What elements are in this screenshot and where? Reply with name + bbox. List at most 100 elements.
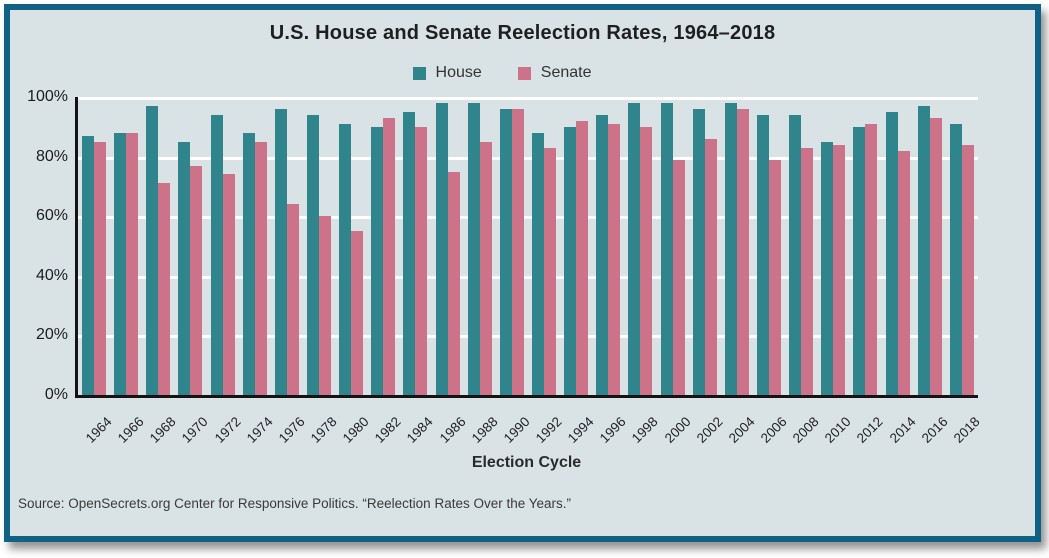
bar-group-1998 bbox=[624, 97, 656, 395]
x-tick-label-2006: 2006 bbox=[757, 414, 790, 446]
x-tick-label-2016: 2016 bbox=[918, 414, 951, 446]
bar-house-1996 bbox=[596, 114, 609, 395]
bar-group-1970 bbox=[174, 97, 206, 395]
bar-senate-1998 bbox=[640, 126, 653, 395]
x-tick-label-1984: 1984 bbox=[404, 414, 437, 446]
x-tick-label-1986: 1986 bbox=[436, 414, 469, 446]
bar-senate-1970 bbox=[190, 165, 203, 395]
x-tick-label-1998: 1998 bbox=[629, 414, 662, 446]
bar-house-2014 bbox=[885, 111, 898, 395]
bar-house-2016 bbox=[917, 105, 930, 395]
bar-group-1966 bbox=[110, 97, 142, 395]
y-tick-label: 100% bbox=[27, 88, 68, 105]
legend-item-senate: Senate bbox=[517, 64, 592, 82]
bar-senate-1980 bbox=[351, 231, 364, 395]
bar-group-2002 bbox=[689, 97, 721, 395]
bar-house-2006 bbox=[757, 114, 770, 395]
bar-senate-2004 bbox=[736, 108, 749, 395]
bar-group-1984 bbox=[399, 97, 431, 395]
bar-senate-1968 bbox=[158, 183, 171, 395]
bar-house-2002 bbox=[692, 108, 705, 395]
bar-group-1992 bbox=[528, 97, 560, 395]
bar-senate-2014 bbox=[897, 150, 910, 395]
bar-house-1990 bbox=[499, 108, 512, 395]
bar-senate-1994 bbox=[576, 120, 589, 395]
x-tick-label-1974: 1974 bbox=[243, 414, 276, 446]
bar-senate-1984 bbox=[415, 126, 428, 395]
bar-group-1996 bbox=[592, 97, 624, 395]
x-tick-label-2008: 2008 bbox=[789, 414, 822, 446]
bar-group-1986 bbox=[432, 97, 464, 395]
y-tick-label: 40% bbox=[35, 266, 68, 284]
x-axis-title: Election Cycle bbox=[471, 454, 582, 471]
bar-group-1988 bbox=[464, 97, 496, 395]
x-tick-label-2012: 2012 bbox=[854, 414, 887, 446]
bar-house-1964 bbox=[82, 135, 95, 395]
bar-senate-1966 bbox=[126, 132, 139, 395]
bar-house-2004 bbox=[724, 102, 737, 395]
bar-group-2014 bbox=[882, 97, 914, 395]
plot-area bbox=[75, 97, 978, 398]
gridline-80% bbox=[78, 156, 978, 160]
bar-group-1990 bbox=[496, 97, 528, 395]
legend-label-senate: Senate bbox=[540, 64, 592, 81]
bar-house-1974 bbox=[242, 132, 255, 395]
gridline-100% bbox=[78, 97, 978, 100]
legend-item-house: House bbox=[412, 64, 482, 82]
bar-group-2006 bbox=[753, 97, 785, 395]
x-tick-label-1976: 1976 bbox=[275, 414, 308, 446]
house-swatch-icon bbox=[412, 66, 426, 80]
bar-house-2012 bbox=[853, 126, 866, 395]
bar-house-1966 bbox=[114, 132, 127, 395]
bar-senate-2000 bbox=[672, 159, 685, 395]
bar-house-1980 bbox=[339, 123, 352, 395]
bar-senate-2010 bbox=[833, 144, 846, 395]
bar-house-1968 bbox=[146, 105, 159, 395]
x-tick-label-1992: 1992 bbox=[532, 414, 565, 446]
x-tick-label-1966: 1966 bbox=[114, 414, 147, 446]
bar-house-1988 bbox=[467, 102, 480, 395]
bar-senate-2016 bbox=[929, 117, 942, 395]
bar-group-1982 bbox=[367, 97, 399, 395]
bar-senate-1986 bbox=[447, 171, 460, 395]
bar-group-1968 bbox=[142, 97, 174, 395]
bar-house-1970 bbox=[178, 141, 191, 395]
gridline-20% bbox=[78, 335, 978, 339]
x-tick-label-1978: 1978 bbox=[307, 414, 340, 446]
x-tick-label-2002: 2002 bbox=[693, 414, 726, 446]
bar-group-1994 bbox=[560, 97, 592, 395]
bar-group-2008 bbox=[785, 97, 817, 395]
bar-senate-1974 bbox=[254, 141, 267, 395]
bar-group-2012 bbox=[849, 97, 881, 395]
bar-group-1972 bbox=[207, 97, 239, 395]
bar-senate-2006 bbox=[769, 159, 782, 395]
bar-house-1986 bbox=[435, 102, 448, 395]
bar-groups bbox=[78, 97, 978, 395]
legend-label-house: House bbox=[435, 64, 482, 81]
bar-senate-1972 bbox=[222, 174, 235, 395]
bar-house-1994 bbox=[564, 126, 577, 395]
bar-house-1978 bbox=[307, 114, 320, 395]
x-tick-label-1964: 1964 bbox=[82, 414, 115, 446]
legend: House Senate bbox=[10, 64, 994, 82]
bar-senate-1976 bbox=[286, 204, 299, 395]
bar-senate-1990 bbox=[511, 108, 524, 395]
x-tick-label-1982: 1982 bbox=[372, 414, 404, 446]
bar-senate-1996 bbox=[608, 123, 621, 395]
y-tick-label: 20% bbox=[35, 326, 68, 344]
x-tick-label-1990: 1990 bbox=[500, 414, 533, 446]
bar-senate-1982 bbox=[383, 117, 396, 395]
bar-senate-2008 bbox=[801, 147, 814, 395]
x-tick-label-1972: 1972 bbox=[211, 414, 244, 446]
bar-senate-1992 bbox=[544, 147, 557, 395]
x-tick-label-2018: 2018 bbox=[950, 414, 983, 446]
bar-senate-2002 bbox=[704, 138, 717, 395]
chart-title: U.S. House and Senate Reelection Rates, … bbox=[269, 22, 776, 44]
x-tick-label-1994: 1994 bbox=[564, 414, 597, 446]
gridline-60% bbox=[78, 216, 978, 220]
bar-senate-2012 bbox=[865, 123, 878, 395]
bar-group-2018 bbox=[946, 97, 978, 395]
bar-house-1984 bbox=[403, 111, 416, 395]
bar-senate-1988 bbox=[479, 141, 492, 395]
bar-group-2004 bbox=[721, 97, 753, 395]
